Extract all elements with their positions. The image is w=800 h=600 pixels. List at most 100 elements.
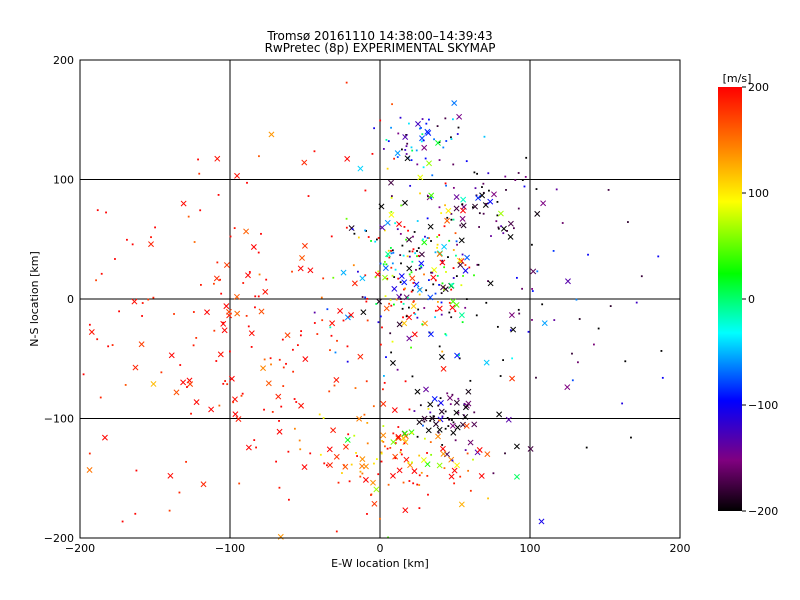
scatter-point-dot (438, 234, 441, 236)
scatter-point-dot (488, 189, 490, 192)
scatter-point-dot (476, 263, 479, 266)
scatter-point-dot (352, 264, 355, 267)
scatter-point-dot (326, 464, 328, 467)
scatter-point-dot (436, 274, 439, 277)
scatter-point-cross (268, 131, 275, 138)
scatter-point-dot (238, 482, 241, 485)
scatter-point-dot (365, 380, 368, 383)
scatter-point-cross (436, 426, 443, 433)
scatter-point-dot (95, 279, 97, 282)
scatter-point-cross (395, 433, 402, 440)
scatter-point-dot (313, 311, 316, 314)
scatter-point-cross (540, 200, 547, 207)
scatter-point-dot (452, 277, 455, 279)
scatter-point-dot (412, 235, 414, 238)
scatter-point-dot (438, 206, 441, 209)
scatter-point-cross (173, 389, 180, 396)
scatter-point-dot (400, 453, 403, 456)
scatter-point-dot (423, 307, 426, 309)
scatter-point-dot (300, 330, 303, 333)
scatter-point-dot (464, 264, 467, 266)
scatter-point-dot (386, 447, 389, 450)
scatter-point-dot (627, 221, 629, 223)
scatter-point-cross (440, 284, 447, 291)
scatter-point-cross (427, 401, 434, 408)
scatter-point-dot (357, 270, 359, 273)
scatter-point-cross (432, 421, 439, 428)
scatter-point-dot (452, 249, 455, 251)
scatter-point-cross (458, 312, 465, 319)
colorbar-tick-label: −200 (748, 505, 778, 518)
scatter-point-cross (418, 251, 425, 258)
scatter-point-dot (577, 361, 579, 364)
scatter-point-cross (496, 411, 503, 418)
scatter-point-cross (329, 320, 336, 327)
scatter-point-cross (401, 279, 408, 286)
scatter-point-dot (473, 274, 475, 277)
scatter-point-dot (421, 133, 424, 136)
scatter-point-dot (440, 292, 443, 295)
scatter-point-dot (521, 287, 523, 290)
scatter-point-cross (430, 274, 437, 281)
scatter-point-dot (387, 140, 390, 143)
scatter-point-dot (506, 230, 509, 232)
scatter-point-dot (447, 425, 450, 427)
scatter-point-dot (293, 427, 296, 430)
scatter-point-dot (346, 360, 349, 363)
scatter-point-dot (364, 229, 367, 232)
x-tick-label: 200 (670, 542, 691, 555)
scatter-point-dot (131, 243, 134, 246)
scatter-point-dot (475, 194, 478, 197)
scatter-point-dot (462, 275, 464, 277)
scatter-point-dot (418, 507, 421, 510)
scatter-point-dot (359, 475, 362, 478)
scatter-point-dot (247, 325, 250, 328)
scatter-point-dot (457, 126, 460, 129)
scatter-point-dot (427, 493, 429, 496)
scatter-point-dot (390, 351, 393, 354)
scatter-point-dot (434, 292, 437, 295)
scatter-point-cross (491, 191, 497, 198)
scatter-point-dot (419, 127, 421, 130)
scatter-point-dot (418, 484, 421, 486)
scatter-point-cross (101, 434, 108, 441)
scatter-point-cross (226, 308, 232, 315)
scatter-point-cross (565, 278, 571, 285)
scatter-point-dot (496, 325, 499, 328)
scatter-point-dot (531, 319, 533, 321)
scatter-point-cross (208, 406, 215, 413)
scatter-point-cross (482, 202, 489, 208)
scatter-point-cross (400, 435, 407, 442)
scatter-point-cross (513, 443, 520, 450)
scatter-point-cross (284, 332, 291, 339)
scatter-point-cross (276, 428, 283, 435)
scatter-point-dot (517, 207, 520, 210)
scatter-point-dot (451, 459, 454, 462)
scatter-point-cross (472, 203, 479, 210)
scatter-point-dot (299, 334, 302, 337)
scatter-point-dot (478, 226, 481, 228)
scatter-point-cross (465, 388, 472, 395)
scatter-point-dot (337, 481, 340, 484)
scatter-point-dot (445, 140, 448, 142)
scatter-point-cross (360, 309, 367, 316)
scatter-point-dot (471, 206, 474, 209)
scatter-point-cross (388, 211, 395, 218)
scatter-point-dot (609, 305, 612, 307)
scatter-point-dot (416, 435, 419, 438)
scatter-point-dot (441, 350, 444, 353)
scatter-point-dot (509, 329, 512, 332)
scatter-point-dot (105, 211, 107, 214)
scatter-point-dot (263, 408, 265, 411)
scatter-point-dot (465, 160, 468, 163)
scatter-point-dot (425, 122, 428, 125)
scatter-point-cross (462, 413, 469, 420)
scatter-point-dot (282, 366, 285, 369)
scatter-point-dot (430, 453, 433, 456)
scatter-point-cross (391, 285, 398, 292)
scatter-point-dot (384, 445, 386, 448)
scatter-point-dot (257, 295, 260, 298)
scatter-point-cross (260, 365, 267, 372)
scatter-point-dot (281, 338, 284, 341)
scatter-point-cross (428, 192, 435, 199)
